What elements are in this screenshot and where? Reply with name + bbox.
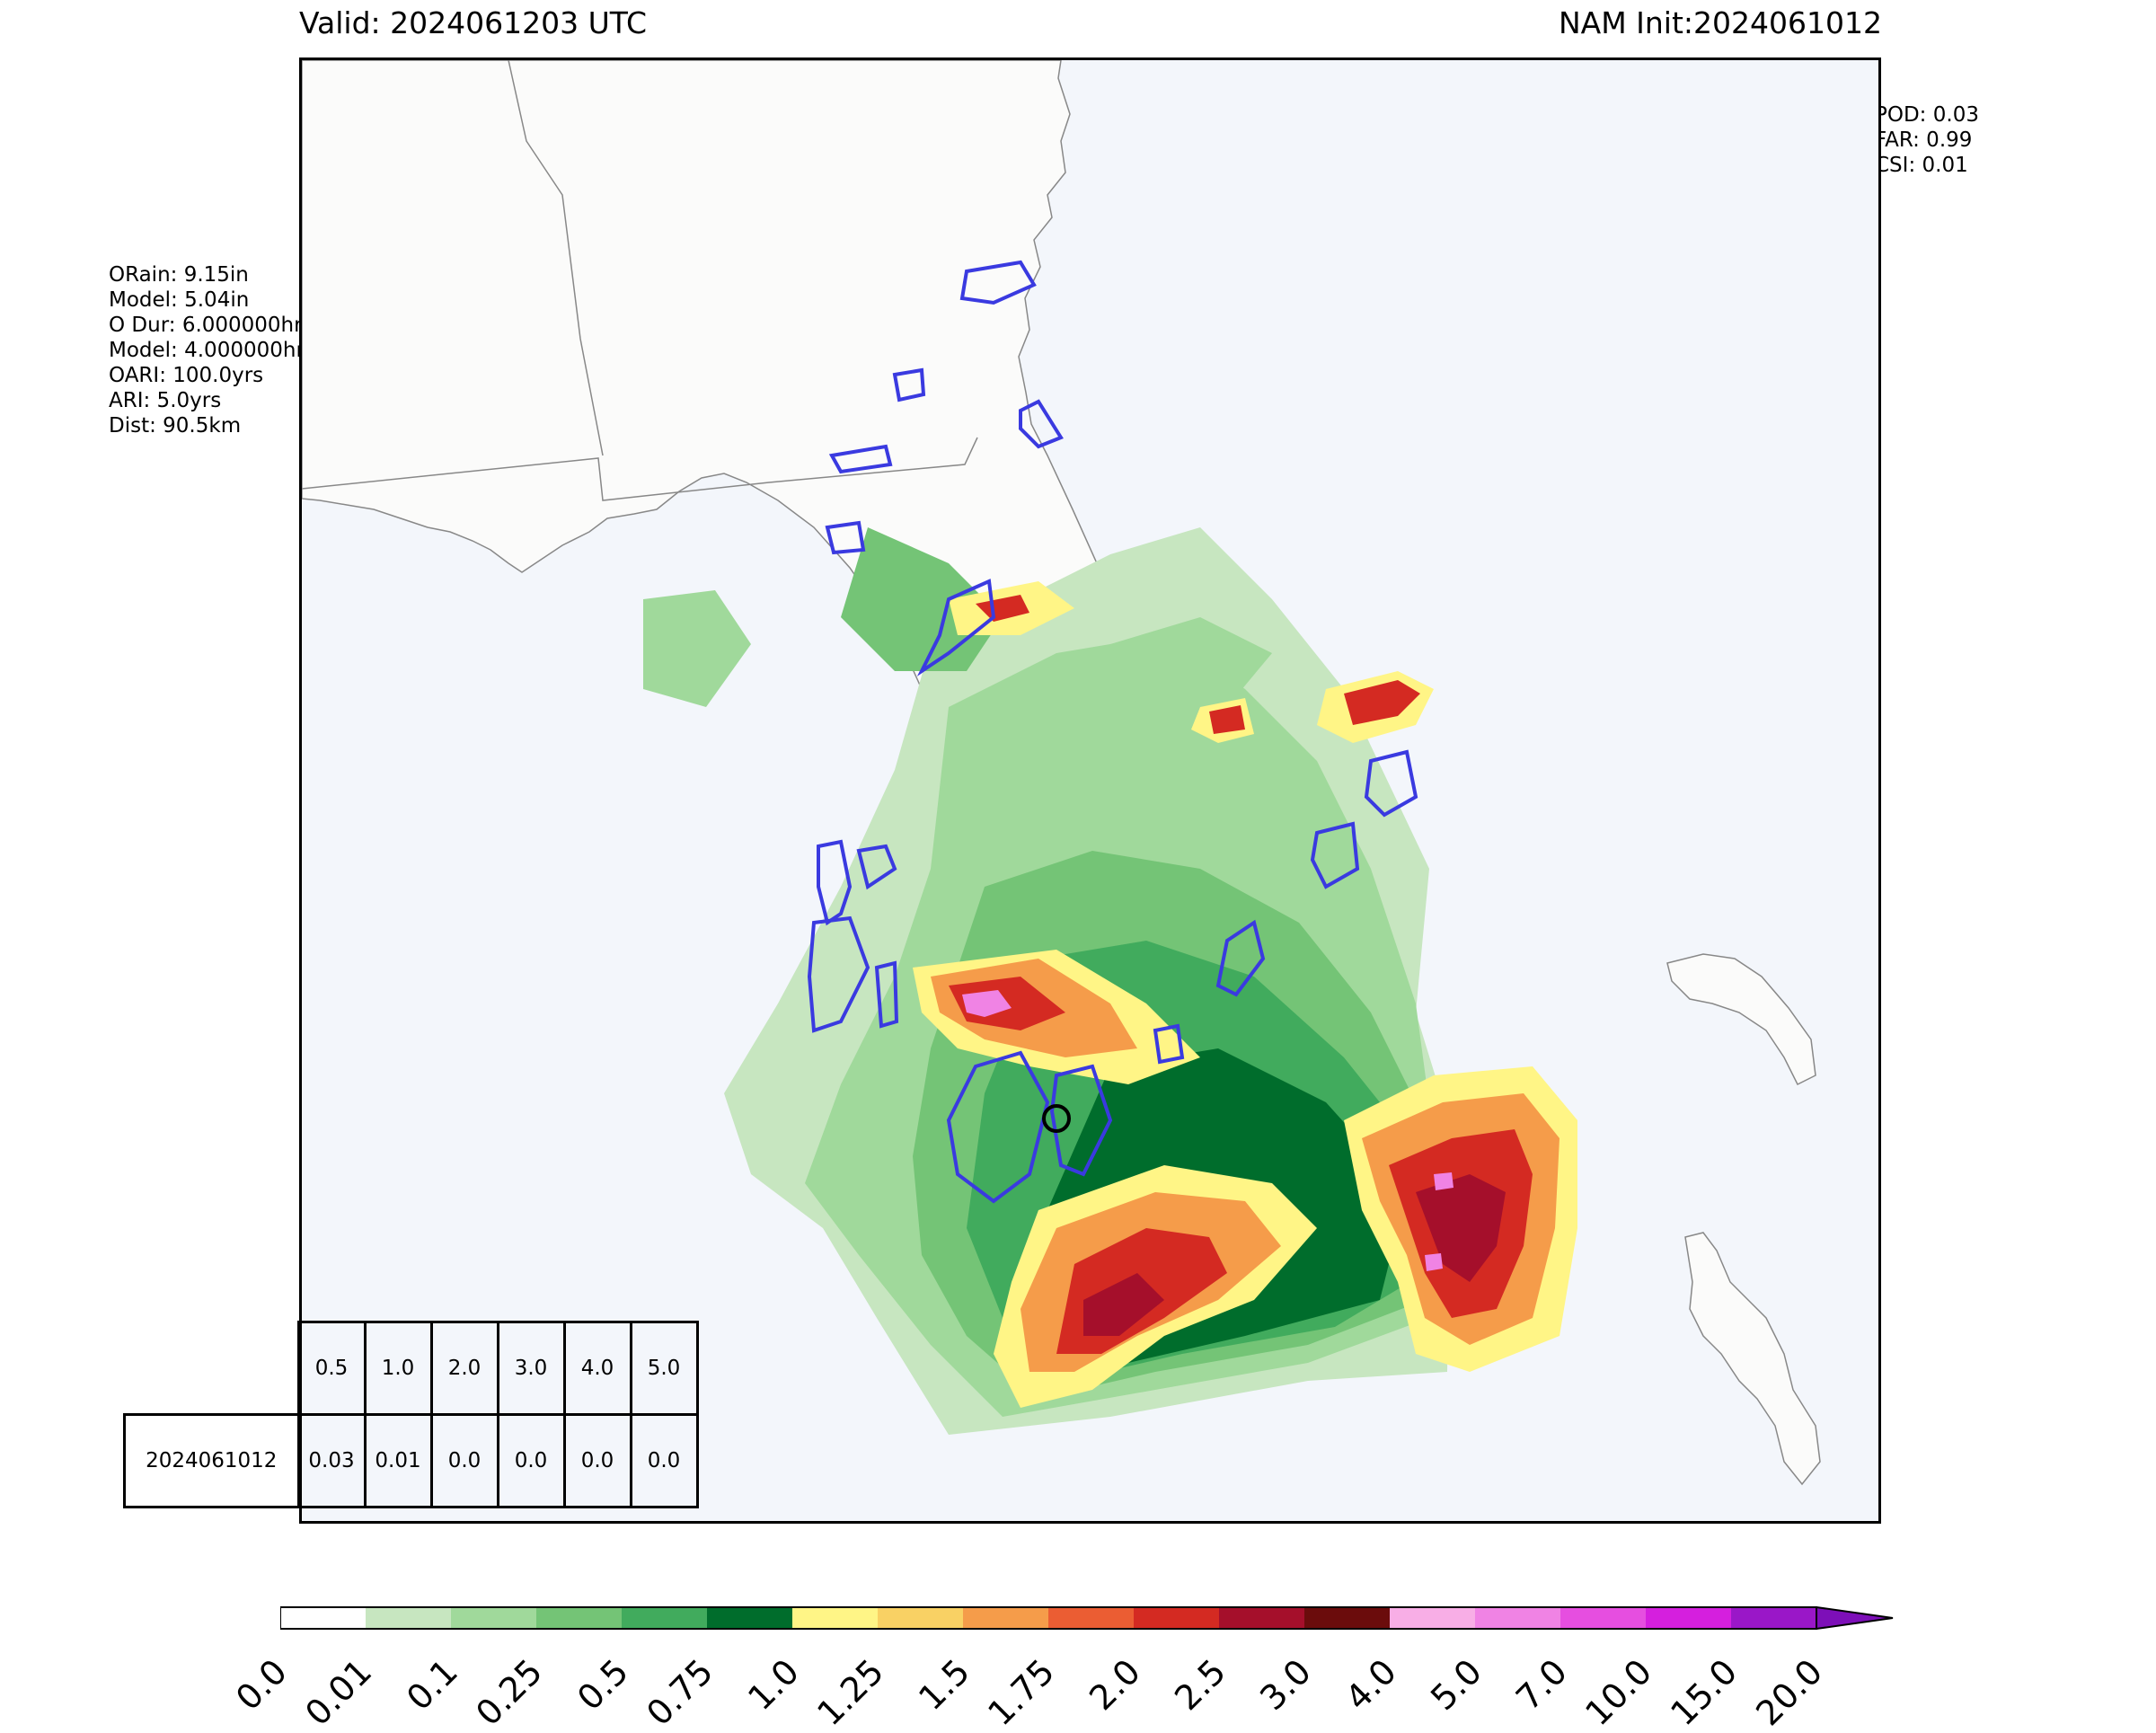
colorbar-swatch — [1304, 1607, 1390, 1629]
observed-ari-stat: OARI: 100.0yrs — [109, 364, 264, 387]
score-cell: 0.0 — [629, 1413, 699, 1508]
map-canvas — [302, 60, 1821, 1486]
threshold-cell: 2.0 — [429, 1321, 499, 1416]
verification-table: 0.5 1.0 2.0 3.0 4.0 5.0 2024061012 0.03 … — [123, 1321, 699, 1508]
threshold-header-row: 0.5 1.0 2.0 3.0 4.0 5.0 — [125, 1321, 699, 1416]
colorbar-tick-label: 2.0 — [1082, 1651, 1148, 1719]
pod-stat: POD: 0.03 — [1875, 103, 1979, 127]
colorbar-tick-label: 2.5 — [1167, 1651, 1233, 1719]
score-cell: 0.03 — [296, 1413, 367, 1508]
colorbar-swatch — [878, 1607, 963, 1629]
colorbar-swatch — [963, 1607, 1048, 1629]
empty-corner-cell — [125, 1322, 299, 1415]
colorbar-swatch — [451, 1607, 536, 1629]
init-time-cell: 2024061012 — [123, 1413, 300, 1508]
colorbar-tick-label: 7.0 — [1508, 1651, 1575, 1719]
score-cell: 0.01 — [363, 1413, 433, 1508]
model-init-label: NAM Init:2024061012 — [1558, 5, 1882, 40]
model-rain-stat: Model: 5.04in — [109, 288, 250, 312]
colorbar-swatch — [366, 1607, 451, 1629]
colorbar-swatches — [279, 1605, 1894, 1631]
model-ari-stat: ARI: 5.0yrs — [109, 389, 222, 412]
threshold-cell: 0.5 — [296, 1321, 367, 1416]
colorbar-outline — [279, 1606, 1817, 1630]
bahamas-island — [1666, 953, 1816, 1086]
colorbar-tick-label: 4.0 — [1338, 1651, 1404, 1719]
colorbar-tick-label: 5.0 — [1423, 1651, 1489, 1719]
colorbar-tick-label: 0.0 — [228, 1651, 295, 1719]
model-duration-stat: Model: 4.000000hrs — [109, 339, 315, 362]
csi-stat: CSI: 0.01 — [1875, 154, 1968, 177]
colorbar-swatch — [1646, 1607, 1731, 1629]
bahamas-island — [1684, 1232, 1821, 1486]
colorbar-swatch — [280, 1607, 366, 1629]
colorbar-tick-label: 0.01 — [297, 1651, 380, 1733]
colorbar-swatch — [707, 1607, 792, 1629]
colorbar-tick-label: 0.5 — [570, 1651, 636, 1719]
observation-marker — [1042, 1104, 1071, 1133]
colorbar-tick-label: 1.75 — [980, 1651, 1063, 1733]
colorbar-swatch — [622, 1607, 707, 1629]
threshold-cell: 5.0 — [629, 1321, 699, 1416]
colorbar-tick-label: 0.25 — [468, 1651, 551, 1733]
valid-time-label: Valid: 2024061203 UTC — [299, 5, 647, 40]
observed-rain-stat: ORain: 9.15in — [109, 263, 249, 287]
threshold-cell: 1.0 — [363, 1321, 433, 1416]
colorbar-swatch — [1390, 1607, 1475, 1629]
colorbar-tick-label: 15.0 — [1663, 1651, 1745, 1733]
colorbar-swatch — [1731, 1607, 1816, 1629]
far-stat: FAR: 0.99 — [1875, 128, 1973, 152]
observed-duration-stat: O Dur: 6.000000hrs — [109, 314, 314, 337]
colorbar-tick-label: 3.0 — [1252, 1651, 1319, 1719]
colorbar-tick-label: 1.5 — [911, 1651, 977, 1719]
score-cell: 0.0 — [562, 1413, 632, 1508]
left-stats-block: ORain: 9.15in Model: 5.04in O Dur: 6.000… — [109, 262, 315, 438]
colorbar-swatch — [536, 1607, 622, 1629]
state-border-al-ga — [508, 60, 604, 456]
distance-stat: Dist: 90.5km — [109, 414, 242, 438]
colorbar-tick-label: 1.25 — [809, 1651, 892, 1733]
colorbar-swatch — [1048, 1607, 1134, 1629]
threshold-cell: 4.0 — [562, 1321, 632, 1416]
score-cell: 0.0 — [429, 1413, 499, 1508]
observed-rain-contours — [807, 260, 1418, 1204]
colorbar-tick-label: 0.1 — [399, 1651, 465, 1719]
colorbar-tick-label: 1.0 — [740, 1651, 807, 1719]
colorbar-swatch — [1219, 1607, 1304, 1629]
colorbar-swatch — [1134, 1607, 1219, 1629]
colorbar-tick-label: 0.75 — [639, 1651, 721, 1733]
colorbar-tick-label: 20.0 — [1748, 1651, 1831, 1733]
colorbar-tick-label: 10.0 — [1577, 1651, 1660, 1733]
precipitation-map — [299, 57, 1881, 1524]
colorbar-swatch — [1560, 1607, 1646, 1629]
colorbar-swatch — [792, 1607, 878, 1629]
state-border-fl — [302, 437, 978, 501]
colorbar-extend-arrow — [1816, 1605, 1894, 1631]
colorbar — [279, 1605, 1906, 1635]
score-cell: 0.0 — [496, 1413, 566, 1508]
verification-row: 2024061012 0.03 0.01 0.0 0.0 0.0 0.0 — [123, 1413, 699, 1508]
model-qpf-layer — [643, 527, 1577, 1435]
colorbar-swatch — [1475, 1607, 1560, 1629]
right-stats-block: POD: 0.03 FAR: 0.99 CSI: 0.01 — [1875, 102, 1979, 178]
threshold-cell: 3.0 — [496, 1321, 566, 1416]
